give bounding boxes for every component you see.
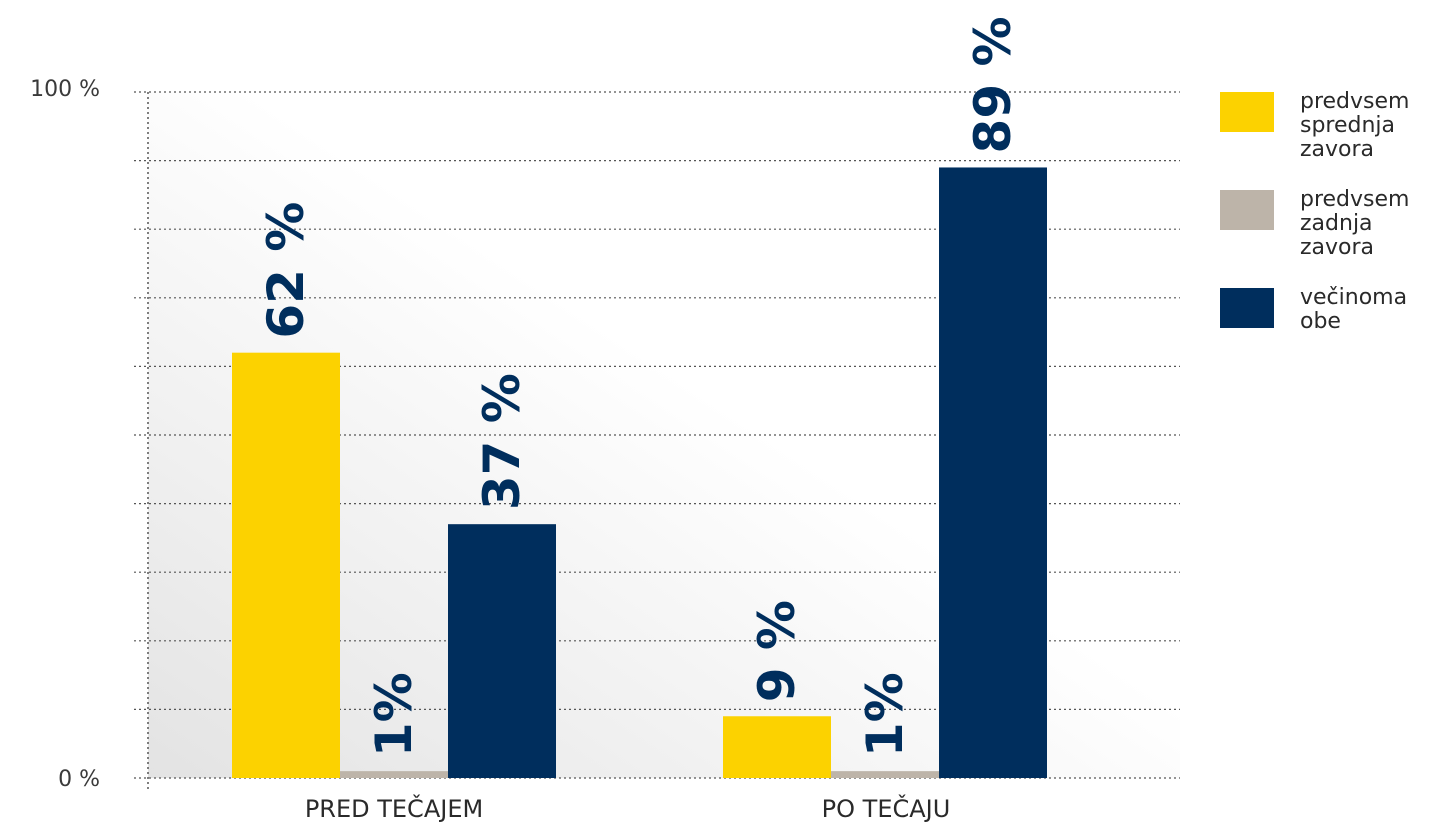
legend-label-sprednja: predvsem sprednja zavora <box>1300 90 1440 162</box>
y-tick-label-max: 100 % <box>30 77 100 102</box>
legend-item-zadnja: predvsem zadnja zavora <box>1220 188 1450 260</box>
legend-swatch-zadnja <box>1220 190 1274 230</box>
legend-swatch-obe <box>1220 288 1274 328</box>
legend-swatch-sprednja <box>1220 92 1274 132</box>
bar-zadnja-pred <box>340 771 448 778</box>
legend-item-sprednja: predvsem sprednja zavora <box>1220 90 1450 162</box>
y-tick-label-min: 0 % <box>58 767 100 792</box>
data-label-sprednja-pred: 62 % <box>257 202 315 339</box>
category-label-po-tecaju: PO TEČAJU <box>822 793 951 822</box>
data-label-zadnja-pred: 1% <box>365 672 423 757</box>
data-label-zadnja-po: 1% <box>856 672 914 757</box>
legend-label-zadnja: predvsem zadnja zavora <box>1300 188 1440 260</box>
data-label-obe-po: 89 % <box>964 16 1022 153</box>
legend-label-obe: večinoma obe <box>1300 286 1440 334</box>
legend: predvsem sprednja zavora predvsem zadnja… <box>1220 90 1450 360</box>
category-label-pred-tecajem: PRED TEČAJEM <box>305 793 483 822</box>
legend-item-obe: večinoma obe <box>1220 286 1450 334</box>
data-label-obe-pred: 37 % <box>473 373 531 510</box>
bar-zadnja-po <box>831 771 939 778</box>
bar-obe-po <box>939 167 1047 778</box>
bar-sprednja-pred <box>232 353 340 778</box>
bar-obe-pred <box>448 524 556 778</box>
data-label-sprednja-po: 9 % <box>748 600 806 702</box>
bar-sprednja-po <box>723 716 831 778</box>
